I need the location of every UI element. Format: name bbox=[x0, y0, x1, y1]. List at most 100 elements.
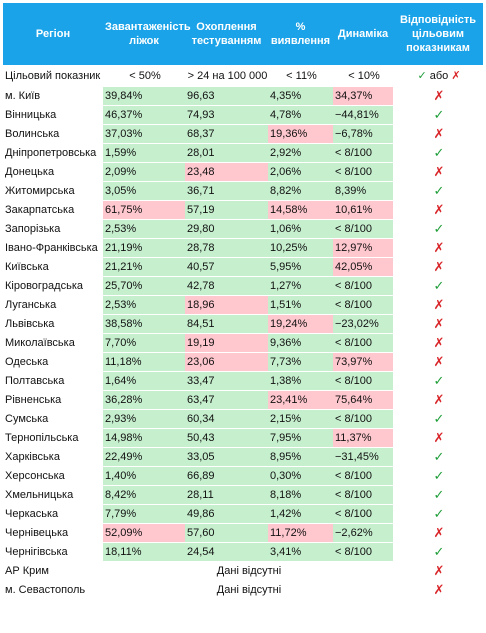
testing-value: 33,47 bbox=[185, 371, 268, 391]
check-icon: ✓ bbox=[393, 466, 483, 486]
check-icon: ✓ bbox=[393, 447, 483, 467]
table-row: Луганська 2,53% 18,96 1,51% < 8/100 ✗ bbox=[3, 295, 483, 315]
target-label: Цільовий показник bbox=[3, 65, 103, 87]
dynamics-value: 12,97% bbox=[333, 238, 393, 258]
bed-load-value: 39,84% bbox=[103, 86, 185, 106]
header-detection-rate: % виявлення bbox=[268, 3, 333, 65]
dynamics-value: < 8/100 bbox=[333, 485, 393, 505]
table-row: Закарпатська 61,75% 57,19 14,58% 10,61% ✗ bbox=[3, 200, 483, 220]
table-row: Тернопільська 14,98% 50,43 7,95% 11,37% ✗ bbox=[3, 428, 483, 448]
dynamics-value: 11,37% bbox=[333, 428, 393, 448]
region-name: м. Севастополь bbox=[3, 580, 103, 600]
table-row: Миколаївська 7,70% 19,19 9,36% < 8/100 ✗ bbox=[3, 333, 483, 353]
target-legend: ✓ або ✗ bbox=[393, 65, 483, 87]
region-name: Івано-Франківська bbox=[3, 238, 103, 258]
table-row: м. Севастополь Дані відсутні ✗ bbox=[3, 580, 483, 600]
detection-value: 8,18% bbox=[268, 485, 333, 505]
table-row: Харківська 22,49% 33,05 8,95% −31,45% ✓ bbox=[3, 447, 483, 467]
dynamics-value: < 8/100 bbox=[333, 143, 393, 163]
detection-value: 1,51% bbox=[268, 295, 333, 315]
cross-icon: ✗ bbox=[393, 124, 483, 144]
dynamics-value: −6,78% bbox=[333, 124, 393, 144]
testing-value: 42,78 bbox=[185, 276, 268, 296]
bed-load-value: 7,79% bbox=[103, 504, 185, 524]
bed-load-value: 2,09% bbox=[103, 162, 185, 182]
check-icon: ✓ bbox=[393, 485, 483, 505]
cross-icon: ✗ bbox=[393, 390, 483, 410]
bed-load-value: 1,64% bbox=[103, 371, 185, 391]
bed-load-value: 61,75% bbox=[103, 200, 185, 220]
dynamics-value: < 8/100 bbox=[333, 219, 393, 239]
testing-value: 28,01 bbox=[185, 143, 268, 163]
detection-value: 7,73% bbox=[268, 352, 333, 372]
region-name: Дніпропетровська bbox=[3, 143, 103, 163]
region-name: Чернівецька bbox=[3, 523, 103, 543]
cross-icon: ✗ bbox=[393, 295, 483, 315]
detection-value: 1,42% bbox=[268, 504, 333, 524]
detection-value: 14,58% bbox=[268, 200, 333, 220]
legend-or: або bbox=[429, 69, 449, 82]
testing-value: 60,34 bbox=[185, 409, 268, 429]
cross-icon: ✗ bbox=[451, 69, 461, 82]
region-name: Тернопільська bbox=[3, 428, 103, 448]
region-name: Черкаська bbox=[3, 504, 103, 524]
dynamics-value: < 8/100 bbox=[333, 504, 393, 524]
dynamics-value: 8,39% bbox=[333, 181, 393, 201]
testing-value: 84,51 bbox=[185, 314, 268, 334]
region-name: Запорізька bbox=[3, 219, 103, 239]
cross-icon: ✗ bbox=[393, 580, 483, 600]
region-name: Київська bbox=[3, 257, 103, 277]
testing-value: 74,93 bbox=[185, 105, 268, 125]
region-name: Сумська bbox=[3, 409, 103, 429]
dynamics-value: 73,97% bbox=[333, 352, 393, 372]
detection-value: 2,06% bbox=[268, 162, 333, 182]
bed-load-value: 52,09% bbox=[103, 523, 185, 543]
check-icon: ✓ bbox=[393, 143, 483, 163]
testing-value: 49,86 bbox=[185, 504, 268, 524]
table-row: Херсонська 1,40% 66,89 0,30% < 8/100 ✓ bbox=[3, 466, 483, 486]
dynamics-value: 75,64% bbox=[333, 390, 393, 410]
dynamics-value: 10,61% bbox=[333, 200, 393, 220]
table-row: Рівненська 36,28% 63,47 23,41% 75,64% ✗ bbox=[3, 390, 483, 410]
table-row: Київська 21,21% 40,57 5,95% 42,05% ✗ bbox=[3, 257, 483, 277]
detection-value: 4,35% bbox=[268, 86, 333, 106]
target-detection: < 11% bbox=[268, 65, 333, 87]
header-testing-coverage: Охоплення тестуванням bbox=[185, 3, 268, 65]
detection-value: 19,36% bbox=[268, 124, 333, 144]
dynamics-value: < 8/100 bbox=[333, 276, 393, 296]
header-region: Регіон bbox=[3, 3, 103, 65]
region-name: Хмельницька bbox=[3, 485, 103, 505]
bed-load-value: 22,49% bbox=[103, 447, 185, 467]
bed-load-value: 46,37% bbox=[103, 105, 185, 125]
table-row: Хмельницька 8,42% 28,11 8,18% < 8/100 ✓ bbox=[3, 485, 483, 505]
check-icon: ✓ bbox=[393, 409, 483, 429]
detection-value: 23,41% bbox=[268, 390, 333, 410]
testing-value: 19,19 bbox=[185, 333, 268, 353]
table-row: Волинська 37,03% 68,37 19,36% −6,78% ✗ bbox=[3, 124, 483, 144]
detection-value: 9,36% bbox=[268, 333, 333, 353]
target-testing: > 24 на 100 000 bbox=[185, 65, 268, 87]
bed-load-value: 38,58% bbox=[103, 314, 185, 334]
table-row: Вінницька 46,37% 74,93 4,78% −44,81% ✓ bbox=[3, 105, 483, 125]
bed-load-value: 1,59% bbox=[103, 143, 185, 163]
dynamics-value: 42,05% bbox=[333, 257, 393, 277]
bed-load-value: 18,11% bbox=[103, 542, 185, 562]
testing-value: 28,78 bbox=[185, 238, 268, 258]
region-name: Житомирська bbox=[3, 181, 103, 201]
testing-value: 66,89 bbox=[185, 466, 268, 486]
region-name: Луганська bbox=[3, 295, 103, 315]
target-row: Цільовий показник < 50% > 24 на 100 000 … bbox=[3, 65, 483, 87]
bed-load-value: 3,05% bbox=[103, 181, 185, 201]
testing-value: 33,05 bbox=[185, 447, 268, 467]
region-name: Херсонська bbox=[3, 466, 103, 486]
testing-value: 18,96 bbox=[185, 295, 268, 315]
detection-value: 10,25% bbox=[268, 238, 333, 258]
dynamics-value: < 8/100 bbox=[333, 466, 393, 486]
no-data-text: Дані відсутні bbox=[103, 580, 393, 600]
table-row: Запорізька 2,53% 29,80 1,06% < 8/100 ✓ bbox=[3, 219, 483, 239]
region-name: Рівненська bbox=[3, 390, 103, 410]
region-name: Волинська bbox=[3, 124, 103, 144]
table-row: м. Київ 39,84% 96,63 4,35% 34,37% ✗ bbox=[3, 86, 483, 106]
testing-value: 40,57 bbox=[185, 257, 268, 277]
header-bed-load: Завантаженість ліжок bbox=[103, 3, 191, 65]
